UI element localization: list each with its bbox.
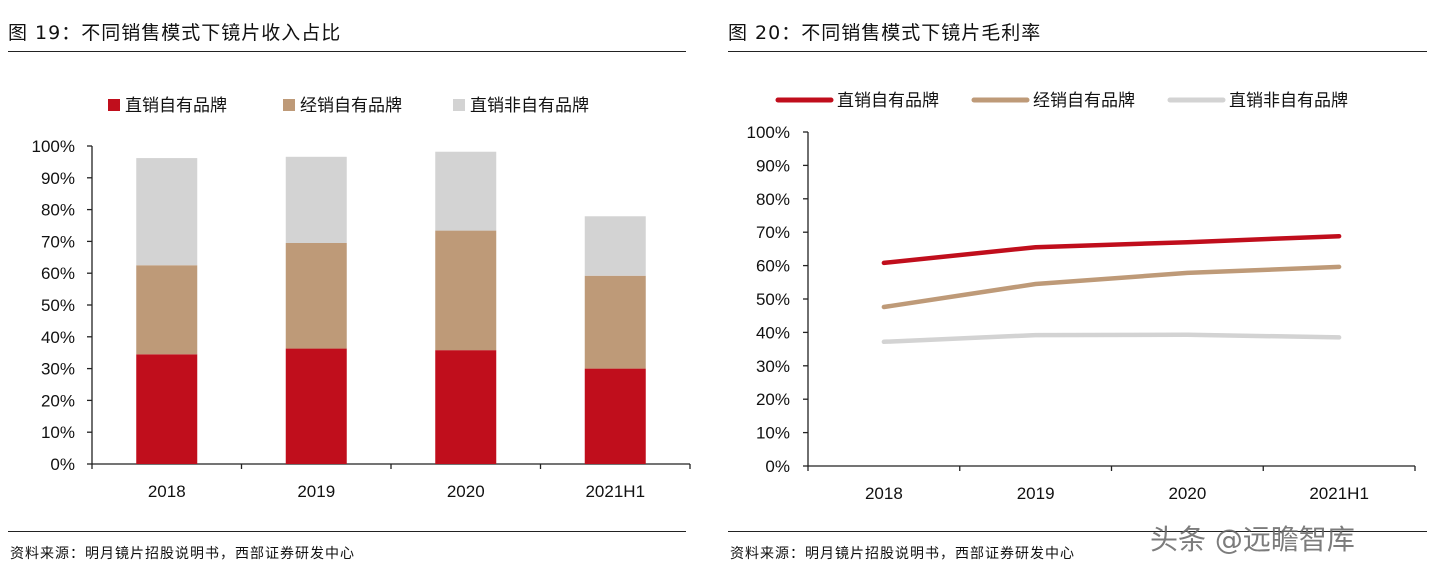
y-tick-label: 40% — [756, 323, 790, 342]
y-tick-label: 60% — [756, 257, 790, 276]
left-source-note: 资料来源：明月镜片招股说明书，西部证券研发中心 — [10, 546, 355, 562]
y-tick-label: 30% — [41, 360, 75, 379]
legend-label-2: 直销非自有品牌 — [470, 96, 589, 116]
y-tick-label: 50% — [41, 296, 75, 315]
left-top-rule — [8, 51, 686, 52]
series-line-1 — [881, 264, 1342, 310]
y-tick-label: 80% — [41, 201, 75, 220]
right-figure-panel: 图 20：不同销售模式下镜片毛利率 直销自有品牌 经销自有品牌 直销非自有品牌 0% 1… — [720, 0, 1441, 571]
x-tick-label: 2019 — [1017, 484, 1055, 503]
bar-segment — [435, 151, 497, 231]
legend-label-1: 经销自有品牌 — [300, 96, 402, 116]
y-tick-label: 90% — [756, 156, 790, 175]
x-tick-label: 2021H1 — [585, 482, 645, 501]
right-top-rule — [728, 51, 1427, 52]
x-tick-label: 2018 — [148, 482, 186, 501]
x-tick-label: 2021H1 — [1309, 484, 1369, 503]
bar-segment — [435, 230, 497, 351]
x-tick-label: 2019 — [297, 482, 335, 501]
y-tick-label: 100% — [32, 137, 75, 156]
y-tick-label: 50% — [756, 290, 790, 309]
legend-label-0: 直销自有品牌 — [125, 96, 227, 116]
bar-segment — [136, 265, 198, 355]
legend-label-2: 直销非自有品牌 — [1229, 91, 1348, 111]
y-tick-label: 70% — [41, 232, 75, 251]
bar-segment — [285, 242, 347, 349]
right-source-note: 资料来源：明月镜片招股说明书，西部证券研发中心 — [730, 546, 1075, 562]
bar-segment — [136, 354, 198, 464]
y-tick-label: 20% — [41, 391, 75, 410]
right-bottom-rule — [728, 531, 1427, 532]
bar-segment — [435, 350, 497, 464]
legend-label-1: 经销自有品牌 — [1033, 91, 1135, 111]
line-chart: 直销自有品牌 经销自有品牌 直销非自有品牌 0% 10% 20% 30% 40% 50% 60% 7… — [747, 91, 1416, 503]
stacked-bar-chart: 直销自有品牌 经销自有品牌 直销非自有品牌 0% 10% 20% 30% 40% 50% 60% 7… — [32, 96, 691, 501]
left-bottom-rule — [8, 531, 686, 532]
legend-label-0: 直销自有品牌 — [837, 91, 939, 111]
y-tick-label: 20% — [756, 390, 790, 409]
series-line-0 — [881, 233, 1342, 266]
left-figure-panel: 图 19：不同销售模式下镜片收入占比 直销自有品牌 经销自有品牌 直销非自有品牌 0%… — [0, 0, 700, 571]
x-tick-label: 2018 — [865, 484, 903, 503]
y-tick-label: 40% — [41, 328, 75, 347]
right-figure-title: 图 20：不同销售模式下镜片毛利率 — [728, 22, 1042, 44]
y-tick-label: 60% — [41, 264, 75, 283]
y-tick-label: 0% — [765, 457, 790, 476]
y-tick-label: 0% — [50, 455, 75, 474]
bar-segment — [136, 158, 198, 266]
y-tick-label: 80% — [756, 190, 790, 209]
legend-swatch-1 — [283, 99, 295, 111]
bar-segment — [584, 368, 646, 464]
bar-segment — [584, 216, 646, 276]
x-tick-label: 2020 — [1168, 484, 1206, 503]
y-tick-label: 30% — [756, 357, 790, 376]
x-tick-label: 2020 — [447, 482, 485, 501]
watermark-text: 头条 @远瞻智库 — [1150, 523, 1355, 556]
left-figure-title: 图 19：不同销售模式下镜片收入占比 — [8, 22, 342, 44]
legend-swatch-2 — [453, 99, 465, 111]
y-tick-label: 100% — [747, 123, 790, 142]
y-tick-label: 10% — [756, 424, 790, 443]
y-tick-label: 10% — [41, 423, 75, 442]
legend-swatch-0 — [108, 99, 120, 111]
series-line-2 — [881, 332, 1342, 345]
bar-segment — [285, 156, 347, 243]
y-tick-label: 70% — [756, 223, 790, 242]
y-tick-label: 90% — [41, 169, 75, 188]
bar-segment — [584, 275, 646, 369]
bar-segment — [285, 348, 347, 464]
